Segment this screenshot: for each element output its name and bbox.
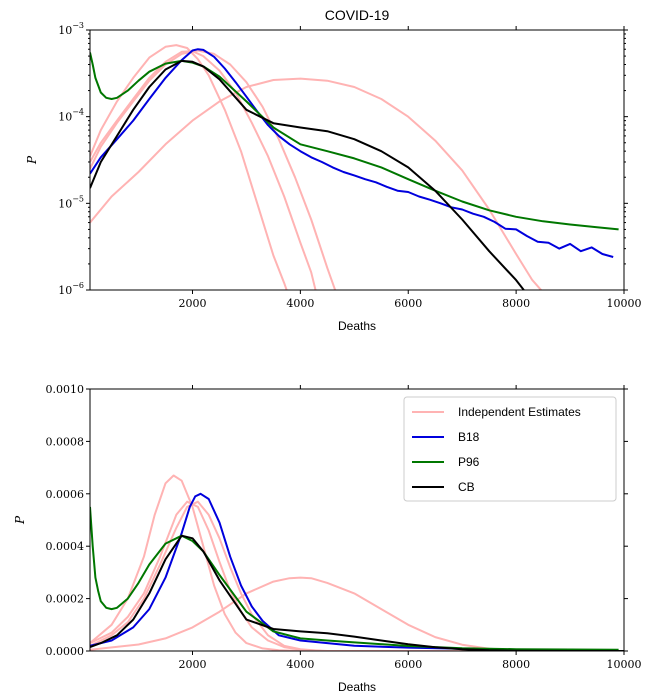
- linear-panel-y-axis-label: P: [13, 515, 27, 525]
- series-line-independent-estimate: [90, 576, 624, 651]
- x-tick-label: 4000: [286, 658, 314, 671]
- x-tick-label: 6000: [394, 297, 422, 310]
- series-line-p96: [90, 52, 619, 231]
- log-panel-x-axis-label: Deaths: [338, 319, 376, 333]
- series-line-independent-estimate: [90, 500, 624, 651]
- series-line-p96: [90, 506, 619, 651]
- y-tick-label: 10−4: [58, 108, 84, 124]
- linear-panel-x-axis-label: Deaths: [338, 680, 376, 694]
- y-tick-label: 0.0002: [46, 593, 85, 606]
- curves-clip-group: [90, 44, 619, 290]
- linear-panel-ticks: 2000 4000 6000 8000 10000 0.0000 0.0002 0.0004 0…: [46, 383, 642, 671]
- series-line-b18: [90, 48, 614, 258]
- x-tick-label: 10000: [607, 658, 642, 671]
- y-tick-label: 10−6: [58, 281, 84, 297]
- log-panel-curves: [90, 44, 619, 290]
- legend-box: [403, 396, 617, 502]
- x-tick-label: 2000: [178, 658, 206, 671]
- legend-label: P96: [458, 455, 480, 469]
- x-tick-label: 10000: [607, 297, 642, 310]
- x-tick-label: 4000: [286, 297, 314, 310]
- series-line-independent-estimate: [90, 44, 288, 290]
- y-tick-label: 0.0000: [46, 645, 85, 658]
- chart-title: COVID-19: [325, 7, 390, 23]
- series-line-cb: [90, 534, 624, 651]
- series-line-independent-estimate: [90, 49, 337, 290]
- legend: Independent Estimates B18 P96 CB: [403, 396, 617, 502]
- linear-panel-curves: [90, 474, 624, 651]
- series-line-independent-estimate: [90, 77, 543, 290]
- legend-label: B18: [458, 430, 480, 444]
- log-panel-frame: [89, 29, 625, 291]
- linear-scale-panel: 2000 4000 6000 8000 10000 0.0000 0.0002 0.0004 0…: [13, 383, 642, 694]
- log-scale-panel: COVID-19 2000 4000 6000 8000 10000 10−6 10−5 10…: [25, 7, 642, 333]
- y-tick-label: 0.0008: [46, 435, 85, 448]
- series-line-independent-estimate: [90, 474, 624, 651]
- y-tick-label: 0.0004: [46, 540, 85, 553]
- linear-panel-frame: [89, 388, 625, 652]
- y-tick-label: 10−3: [58, 21, 84, 37]
- x-tick-label: 8000: [502, 297, 530, 310]
- series-line-cb: [90, 59, 526, 290]
- legend-label: CB: [458, 480, 475, 494]
- curves-clip-group: [90, 474, 624, 651]
- log-panel-ticks: 2000 4000 6000 8000 10000 10−6 10−5 10−4 10−3: [58, 21, 641, 310]
- legend-label: Independent Estimates: [458, 405, 581, 419]
- log-panel-y-axis-label: P: [25, 155, 39, 165]
- x-tick-label: 6000: [394, 658, 422, 671]
- series-line-independent-estimate: [90, 500, 624, 651]
- series-line-b18: [90, 492, 614, 651]
- y-tick-label: 10−5: [58, 194, 84, 210]
- x-tick-label: 2000: [178, 297, 206, 310]
- y-tick-label: 0.0006: [46, 488, 85, 501]
- x-tick-label: 8000: [502, 658, 530, 671]
- series-line-independent-estimate: [90, 50, 317, 290]
- y-tick-label: 0.0010: [46, 383, 85, 396]
